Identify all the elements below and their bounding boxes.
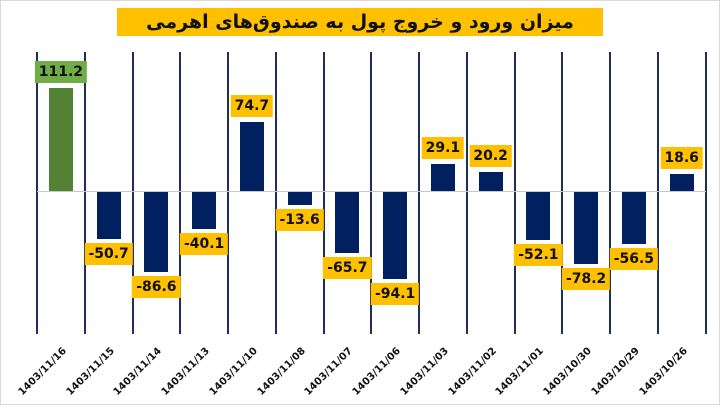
category-gridline: [704, 52, 707, 334]
bar: [669, 173, 694, 191]
chart-title: میزان ورود و خروج پول به صندوق‌های اهرمی: [146, 11, 574, 33]
category-gridline: [274, 52, 277, 334]
bar: [383, 192, 408, 280]
data-label: -13.6: [275, 208, 324, 231]
bar: [430, 164, 455, 191]
bar: [48, 88, 73, 191]
chart-title-box: میزان ورود و خروج پول به صندوق‌های اهرمی: [117, 8, 603, 36]
category-gridline: [179, 52, 182, 334]
data-label: -52.1: [514, 244, 563, 267]
data-label: -94.1: [370, 283, 420, 306]
category-gridline: [465, 52, 468, 334]
bar: [478, 172, 503, 191]
data-label: -86.6: [132, 276, 181, 299]
bar: [96, 192, 121, 239]
bar: [144, 192, 169, 273]
category-gridline: [370, 52, 373, 334]
data-label: 29.1: [421, 137, 465, 160]
data-label: 20.2: [469, 145, 512, 168]
category-gridline: [418, 52, 420, 334]
bar: [192, 192, 217, 230]
category-gridline: [609, 52, 611, 334]
bar: [287, 192, 312, 205]
bar: [621, 192, 646, 245]
bar: [335, 192, 360, 253]
category-gridline: [83, 52, 86, 334]
category-gridline: [36, 52, 38, 334]
category-gridline: [561, 52, 564, 334]
category-gridline: [227, 52, 229, 334]
data-label: 111.2: [34, 61, 88, 84]
category-gridline: [131, 52, 134, 334]
category-gridline: [513, 52, 516, 334]
category-gridline: [656, 52, 659, 334]
data-label: -65.7: [323, 256, 372, 279]
data-label: 18.6: [660, 146, 703, 169]
data-label: -50.7: [84, 242, 133, 265]
bar: [526, 192, 551, 241]
bar: [574, 192, 599, 265]
data-label: -40.1: [179, 233, 229, 256]
bar: [239, 121, 264, 191]
category-gridline: [322, 52, 325, 334]
zero-baseline: [37, 191, 706, 192]
data-label: 74.7: [230, 94, 274, 117]
data-label: -78.2: [561, 268, 611, 291]
data-label: -56.5: [609, 248, 659, 271]
